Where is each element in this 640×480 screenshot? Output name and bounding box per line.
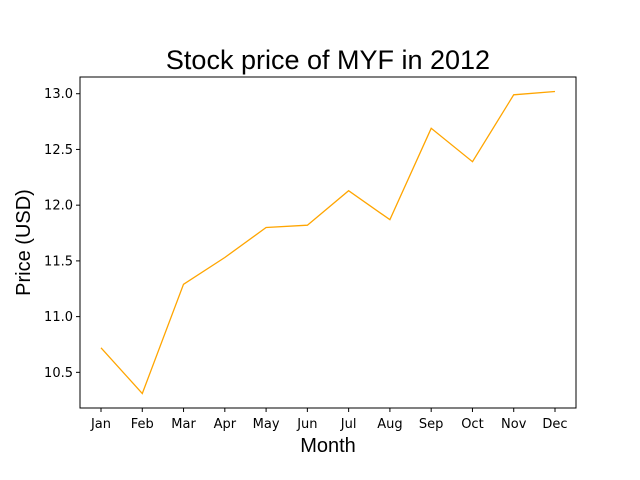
x-tick-label: Oct [461,417,483,432]
series-line [100,90,556,395]
y-tick-label: 11.5 [44,254,73,269]
x-tick-label: Mar [171,417,196,432]
x-tick-label: May [253,417,280,432]
y-tick-label: 11.0 [44,310,73,325]
x-tick-label: Feb [131,417,154,432]
plot-frame [79,76,577,409]
x-axis: Jan Feb Mar Apr May Jun Jul Aug Sep Oct Nov Dec [90,408,568,432]
chart-title: Stock price of MYF in 2012 [166,45,490,75]
x-tick-label: Sep [419,417,444,432]
x-tick-label: Jan [90,417,111,432]
x-tick-label: Apr [214,417,237,432]
y-tick-label: 13.0 [44,87,73,102]
x-axis-label: Month [300,435,356,457]
y-tick-label: 12.0 [44,199,73,214]
x-tick-label: Jul [340,417,357,432]
x-tick-label: Dec [542,417,567,432]
y-tick-label: 12.5 [44,143,73,158]
y-axis-label: Price (USD) [13,189,35,296]
x-tick-label: Nov [501,417,527,432]
x-tick-label: Aug [377,417,402,432]
y-axis: 10.5 11.0 11.5 12.0 12.5 13.0 [44,87,80,381]
x-tick-label: Jun [296,417,317,432]
y-tick-label: 10.5 [44,366,73,381]
